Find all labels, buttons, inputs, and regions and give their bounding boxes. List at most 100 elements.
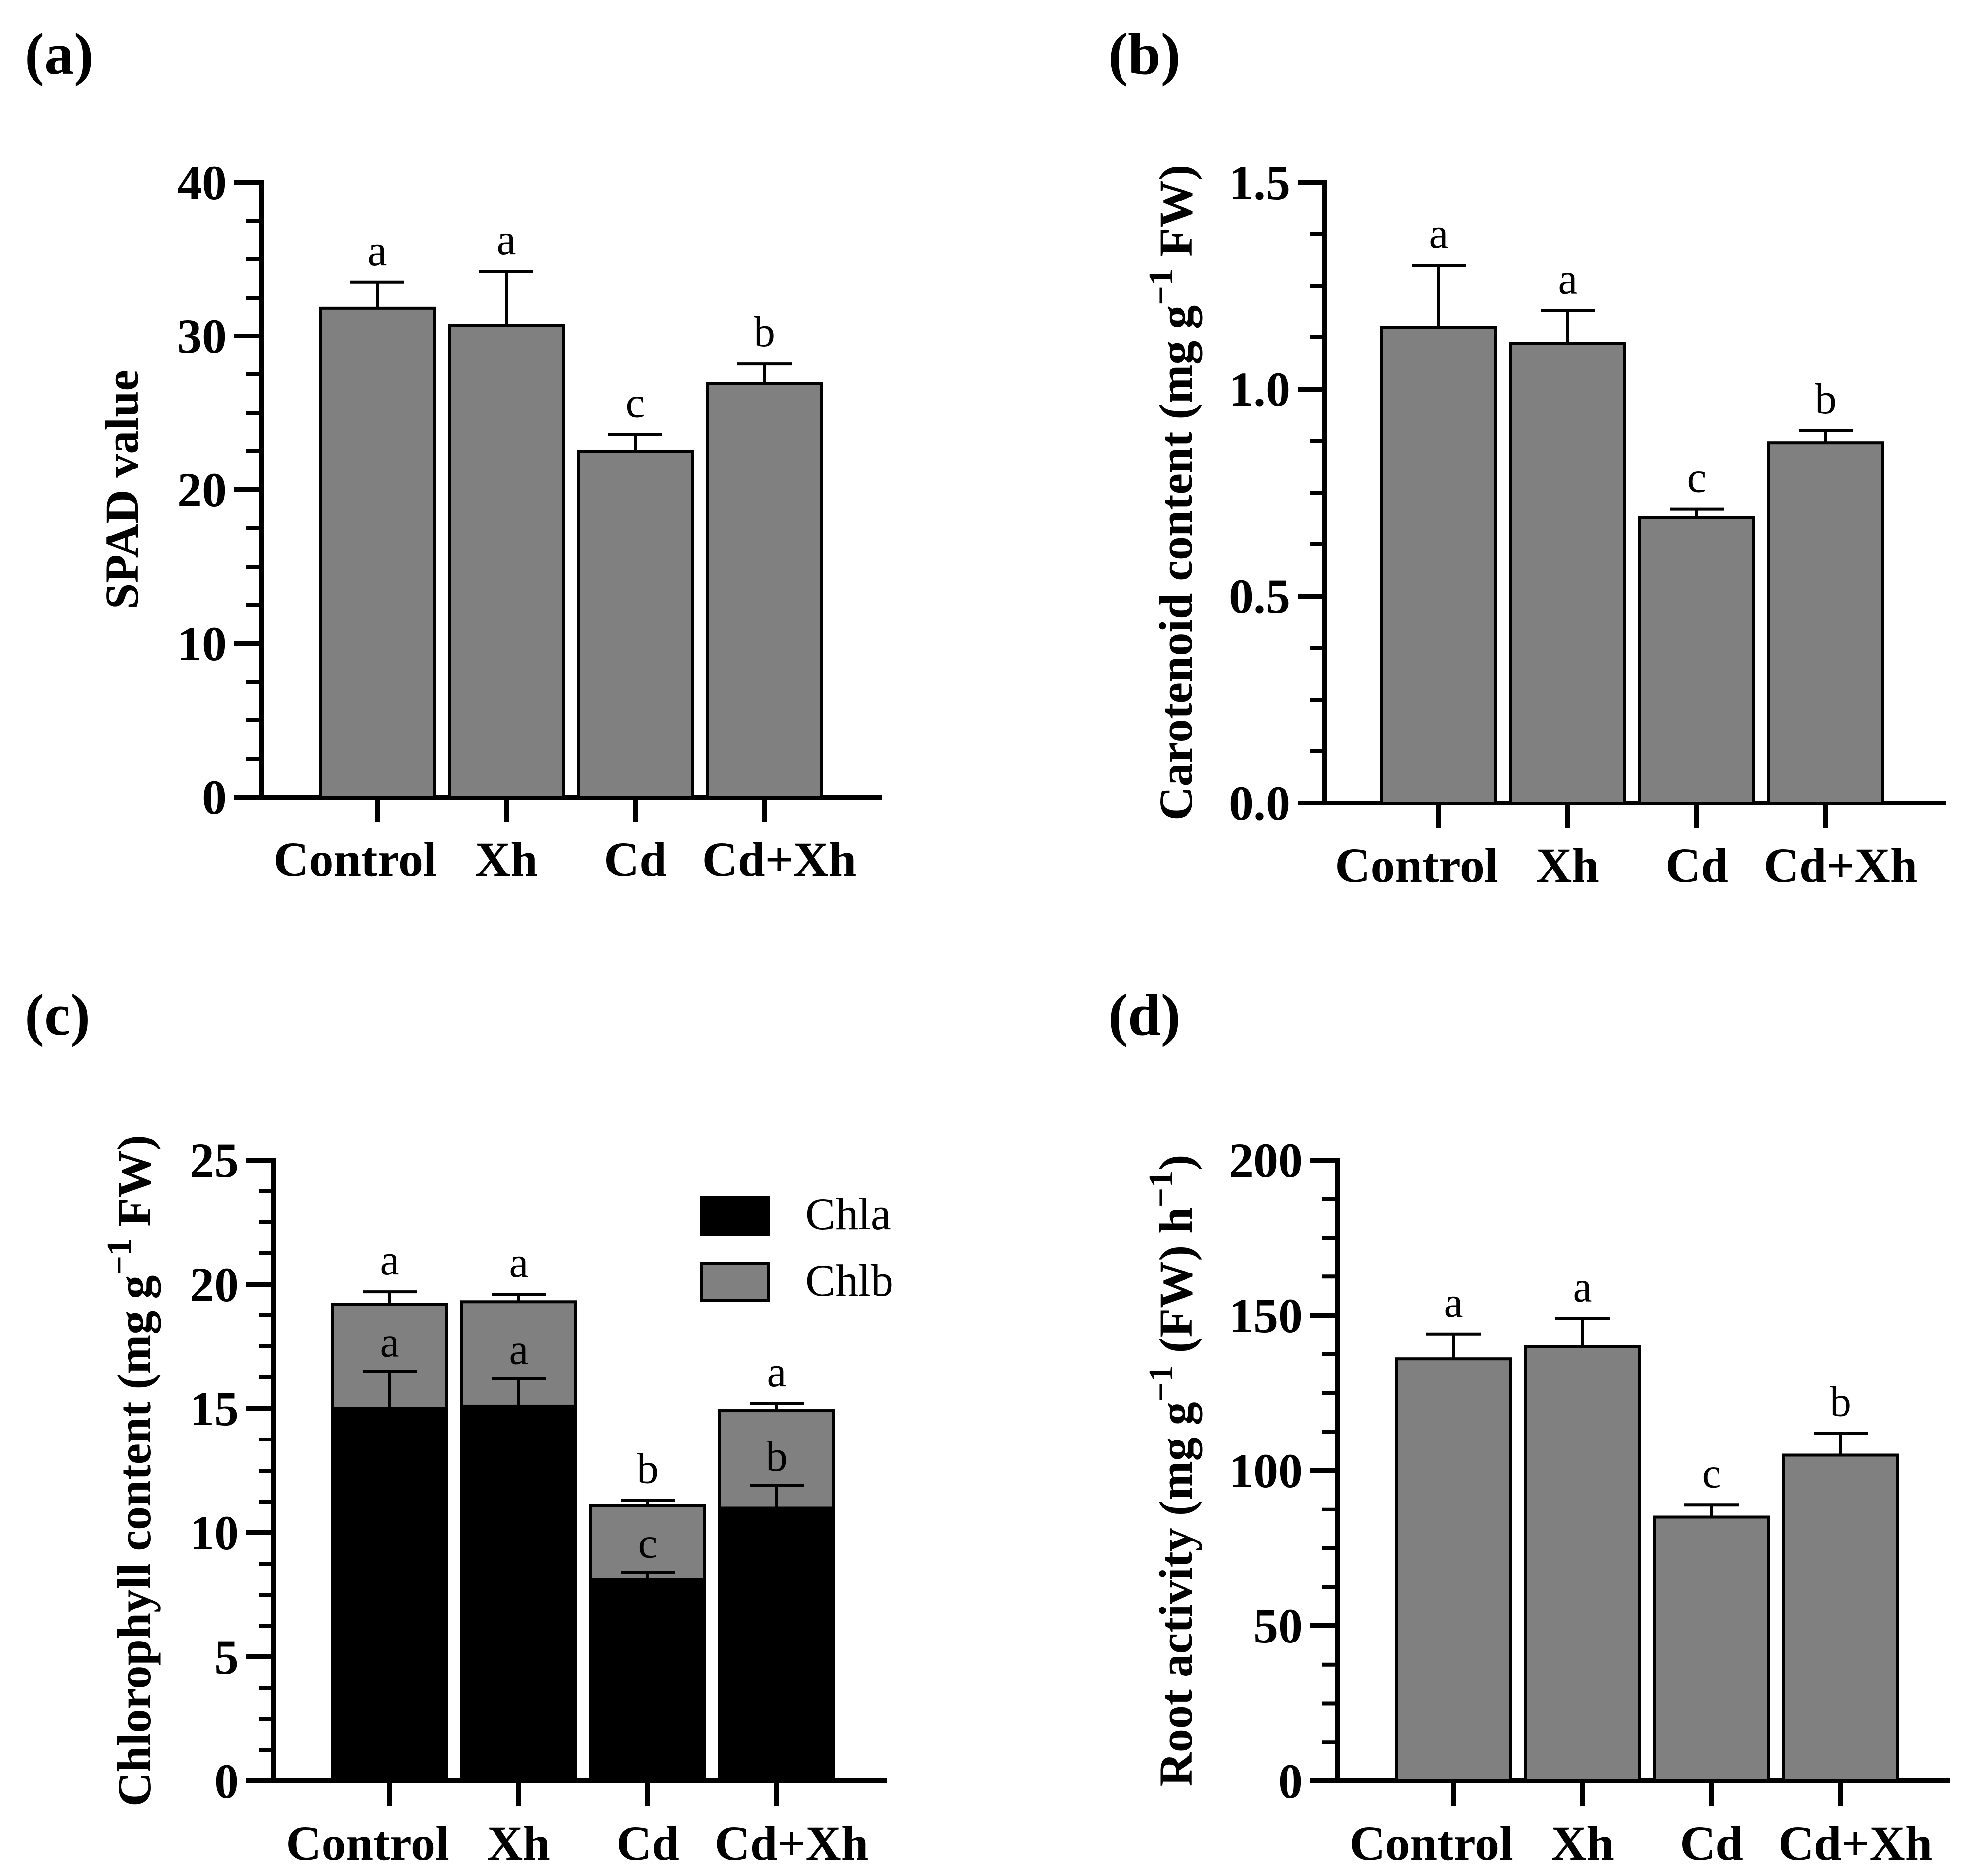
bar [319,306,436,799]
bar [1767,441,1884,804]
y-tick-label: 10 [177,616,227,671]
y-tick-label: 40 [177,155,227,210]
y-axis-label-sup: −1 [1142,268,1180,305]
y-tick-label: 10 [190,1506,239,1560]
significance-letter-chla: c [638,1520,657,1568]
bar [1524,1345,1641,1782]
legend-swatch-chlb [700,1262,770,1302]
y-axis-label-text: Chlorophyll content (mg g [108,1275,161,1807]
y-tick-label: 20 [177,463,227,517]
legend-label-chla: Chla [805,1189,891,1239]
bar-chla [718,1506,835,1783]
x-tick-label: Cd [1680,1816,1743,1871]
y-axis-label-text: Root activity (mg g [1150,1402,1202,1786]
significance-letter: b [1830,1378,1851,1426]
panel-c: (c) 0 5 10 15 20 25 Chlorophyll content (mg g−1… [25,982,893,1871]
y-axis-label: SPAD value [96,370,148,609]
significance-letter-chla: b [766,1433,788,1480]
legend-swatch-chla [700,1196,770,1236]
significance-letter-chlb: a [509,1239,528,1287]
panel-label: (d) [1108,982,1181,1047]
significance-letter: a [367,227,387,275]
significance-letter: c [1702,1449,1721,1497]
y-axis-label-mid: (FW) h [1150,1207,1202,1365]
bar-chla [331,1407,448,1782]
x-tick-label: Cd+Xh [715,1816,869,1871]
x-tick-label: Control [1335,838,1498,893]
y-tick-label: 20 [190,1257,239,1312]
legend: Chla Chlb [700,1189,893,1306]
x-tick-label: Cd+Xh [1779,1816,1933,1871]
significance-letter: b [754,308,775,356]
x-tick-label: Cd+Xh [1764,838,1918,893]
y-tick-label: 1.5 [1229,155,1290,210]
y-tick-label: 0.0 [1229,776,1290,831]
y-tick-label: 30 [177,309,227,364]
x-tick-label: Xh [1551,1816,1614,1871]
significance-letter-chlb: a [767,1348,786,1396]
bar-chla [589,1578,706,1782]
y-tick-label: 150 [1229,1288,1303,1343]
x-tick-label: Cd+Xh [702,832,857,887]
y-axis-label-tail: FW) [1150,165,1202,268]
significance-letter: a [1558,255,1577,303]
panel-a: (a) 0 10 20 30 40 SPAD value Control a Xh a Cd c Cd+X… [25,21,882,887]
x-tick-label: Xh [487,1816,550,1871]
panel-label: (c) [25,982,90,1047]
y-tick-label: 200 [1229,1133,1303,1188]
x-tick-label: Xh [1536,838,1599,893]
bar-chla [460,1404,577,1782]
significance-letter: a [496,216,516,264]
y-tick-label: 0 [214,1754,239,1809]
y-tick-label: 100 [1229,1443,1303,1498]
x-tick-label: Cd [1665,838,1728,893]
panel-label: (a) [25,21,94,87]
significance-letter: a [1444,1279,1463,1327]
y-axis-label-text: SPAD value [96,370,148,609]
y-tick-label: 25 [190,1133,239,1188]
panel-b: (b) 0.0 0.5 1.0 1.5 Carotenoid content (mg g−… [1108,21,1946,893]
y-axis-label-sup: −1 [100,1239,138,1275]
y-tick-label: 15 [190,1381,239,1436]
y-axis-label-text: Carotenoid content (mg g [1150,305,1202,821]
y-axis-label: Root activity (mg g−1 (FW) h−1) [1142,1155,1202,1787]
bar [1395,1357,1512,1782]
significance-letter: c [626,379,645,427]
y-axis-label: Chlorophyll content (mg g−1 FW) [100,1135,161,1807]
y-tick-label: 0 [1278,1754,1303,1809]
x-tick-label: Control [286,1816,449,1871]
y-tick-label: 1.0 [1229,362,1290,417]
bar [1782,1453,1899,1782]
legend-label-chlb: Chlb [805,1255,893,1306]
bar [1653,1515,1770,1782]
bar [1638,516,1755,804]
significance-letter-chlb: a [380,1237,399,1284]
y-axis-label: Carotenoid content (mg g−1 FW) [1142,165,1202,821]
y-tick-label: 50 [1253,1599,1303,1653]
significance-letter-chla: a [380,1318,399,1366]
bar [706,382,823,799]
bar [577,450,694,799]
significance-letter: b [1815,375,1837,423]
significance-letter: a [1429,210,1448,258]
y-tick-label: 0 [202,770,227,825]
x-tick-label: Xh [475,832,538,887]
x-tick-label: Cd [616,1816,679,1871]
significance-letter-chlb: b [637,1445,659,1493]
y-axis-label-tail: ) [1150,1155,1202,1171]
x-tick-label: Control [273,832,437,887]
significance-letter-chla: a [509,1326,528,1374]
y-axis-label-sup2: −1 [1142,1171,1180,1207]
x-tick-label: Cd [604,832,667,887]
y-axis-label-tail: FW) [108,1135,161,1239]
panel-label: (b) [1108,21,1181,87]
y-tick-label: 0.5 [1229,569,1290,624]
significance-letter: c [1687,454,1706,502]
y-axis-label-sup: −1 [1142,1365,1180,1402]
bar [448,324,565,799]
significance-letter: a [1573,1263,1592,1311]
y-tick-label: 5 [214,1630,239,1684]
bar [1509,342,1626,804]
